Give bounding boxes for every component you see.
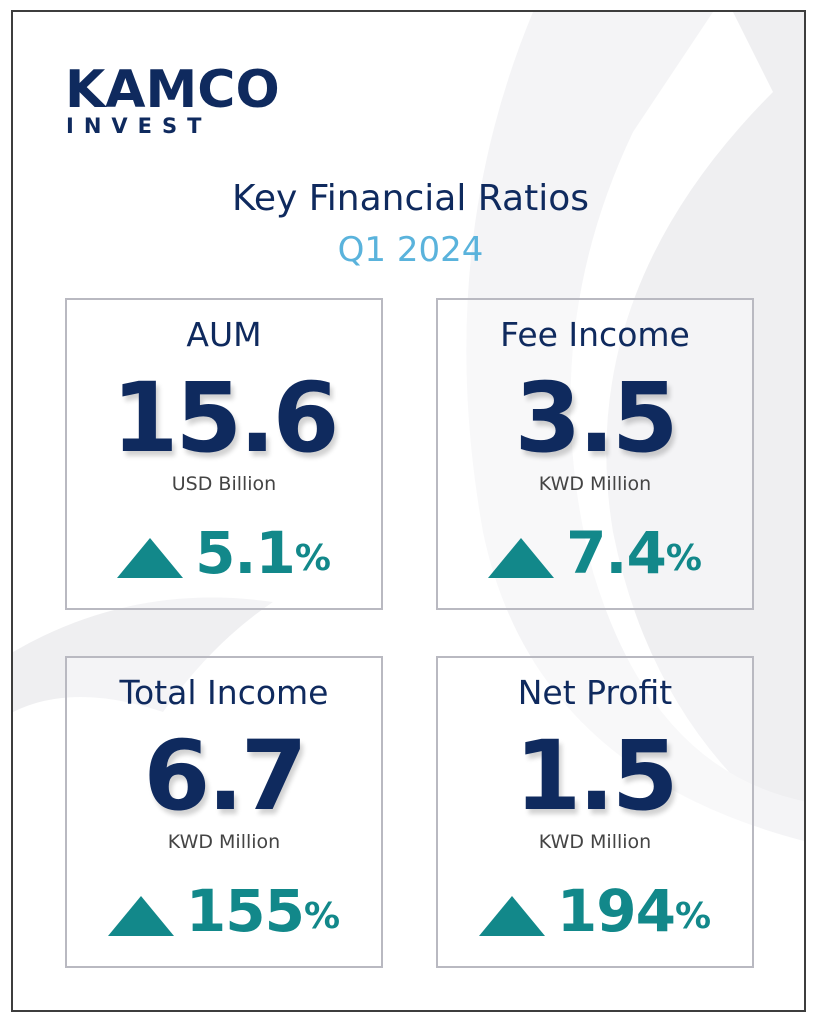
change-value: 155 xyxy=(185,877,305,945)
period-label: Q1 2024 xyxy=(337,230,484,270)
metric-value: 3.5 xyxy=(514,362,678,474)
change-percent-sign: % xyxy=(294,538,331,579)
metric-label: Net Profit xyxy=(517,673,673,712)
metric-unit: KWD Million xyxy=(538,831,652,853)
infographic-frame: KAMCO INVEST Key Financial Ratios Q1 202… xyxy=(11,10,806,1012)
metric-label: AUM xyxy=(186,315,262,354)
metric-card-total-income: Total Income 6.7 KWD Million 155 % xyxy=(65,656,383,968)
metric-unit: KWD Million xyxy=(167,831,281,853)
logo-wordmark: KAMCO xyxy=(65,60,280,120)
metric-label: Total Income xyxy=(119,673,329,712)
up-triangle-icon xyxy=(117,538,184,578)
up-triangle-icon xyxy=(488,538,555,578)
metric-value: 15.6 xyxy=(111,362,340,474)
metric-unit: KWD Million xyxy=(538,473,652,495)
change-value: 194 xyxy=(556,877,676,945)
background-arc-right xyxy=(533,12,804,840)
up-triangle-icon xyxy=(107,896,174,936)
change-percent-sign: % xyxy=(675,896,712,937)
page-title: Key Financial Ratios xyxy=(232,178,589,219)
change-value: 7.4 xyxy=(566,519,667,587)
metric-unit: USD Billion xyxy=(171,473,277,495)
metric-card-aum: AUM 15.6 USD Billion 5.1 % xyxy=(65,298,383,610)
change-percent-sign: % xyxy=(665,538,702,579)
up-triangle-icon xyxy=(478,896,545,936)
background-arc-right-inner xyxy=(466,12,804,841)
change-percent-sign: % xyxy=(304,896,341,937)
metric-change: 194 % xyxy=(438,876,752,946)
metric-change: 155 % xyxy=(67,876,381,946)
metric-value: 1.5 xyxy=(514,720,678,832)
metric-value: 6.7 xyxy=(143,720,307,832)
change-value: 5.1 xyxy=(195,519,296,587)
background-arcs xyxy=(13,12,804,841)
logo-subtitle: INVEST xyxy=(66,114,212,138)
metric-card-net-profit: Net Profit 1.5 KWD Million 194 % xyxy=(436,656,754,968)
kamco-invest-logo: KAMCO INVEST xyxy=(65,64,305,139)
metric-card-fee-income: Fee Income 3.5 KWD Million 7.4 % xyxy=(436,298,754,610)
metric-change: 7.4 % xyxy=(438,518,752,588)
metric-change: 5.1 % xyxy=(67,518,381,588)
metric-label: Fee Income xyxy=(500,315,690,354)
background-arc-left xyxy=(13,597,273,712)
